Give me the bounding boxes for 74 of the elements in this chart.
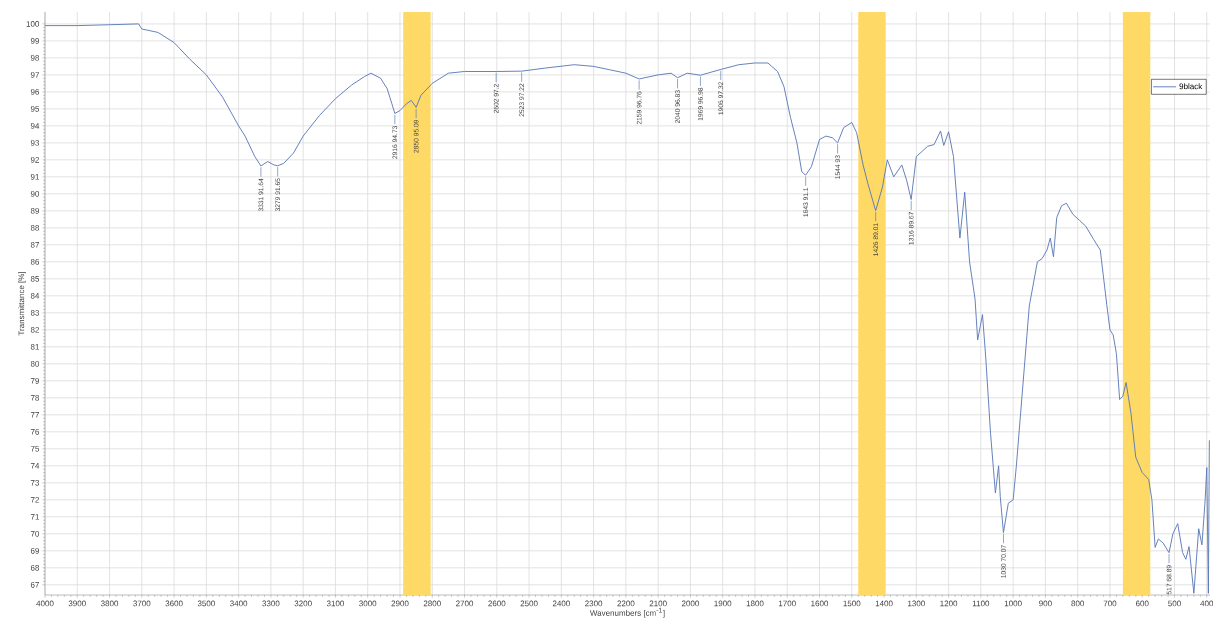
y-tick-label: 67 <box>30 581 39 588</box>
y-tick-label: 70 <box>30 530 40 537</box>
y-tick-label: 96 <box>30 89 40 95</box>
y-tick-label: 91 <box>30 174 39 180</box>
y-tick-label: 85 <box>30 276 40 282</box>
x-tick-label: 2300 <box>585 600 603 607</box>
y-tick-label: 90 <box>30 191 40 197</box>
x-tick-label: 3200 <box>294 600 312 607</box>
y-tick-label: 76 <box>30 429 40 435</box>
x-tick-label: 3800 <box>100 600 119 607</box>
x-tick-label: 2600 <box>488 600 506 607</box>
y-tick-label: 69 <box>30 547 40 554</box>
y-tick-label: 93 <box>30 140 40 146</box>
y-tick-label: 81 <box>30 344 39 350</box>
x-tick-label: 3500 <box>197 600 215 607</box>
x-tick-label: 3000 <box>359 600 377 607</box>
x-tick-label: 1600 <box>811 600 829 607</box>
legend-label: 9black <box>1179 83 1203 90</box>
x-tick-label: 4000 <box>36 600 54 607</box>
x-axis-title: Wavenumbers [cm$^{-1}$] <box>589 607 665 618</box>
x-tick-label: 3300 <box>262 600 280 607</box>
x-tick-label: 400 <box>1200 600 1213 607</box>
x-tick-label: 3400 <box>230 600 248 607</box>
x-tick-label: 1000 <box>1004 600 1022 607</box>
x-tick-label: 3100 <box>326 600 345 607</box>
y-tick-label: 73 <box>30 479 40 486</box>
y-tick-label: 82 <box>30 327 39 333</box>
y-tick-label: 84 <box>30 293 40 299</box>
y-tick-label: 87 <box>30 242 39 248</box>
y-tick-label: 97 <box>30 72 39 78</box>
x-tick-label: 800 <box>1071 600 1085 607</box>
x-tick-label: 1700 <box>778 600 796 607</box>
y-tick-label: 99 <box>30 38 40 44</box>
y-tick-label: 92 <box>30 157 39 163</box>
x-tick-label: 1300 <box>908 600 925 607</box>
y-tick-label: 100 <box>26 21 40 27</box>
x-tick-label: 2700 <box>456 600 474 607</box>
x-tick-label: 2400 <box>552 600 570 607</box>
x-tick-label: 2800 <box>423 600 441 607</box>
y-tick-label: 72 <box>30 497 39 503</box>
y-tick-label: 77 <box>30 412 39 418</box>
x-tick-label: 900 <box>1039 600 1052 607</box>
x-tick-label: 3600 <box>165 600 183 607</box>
y-tick-label: 71 <box>30 514 39 520</box>
x-tick-label: 700 <box>1103 600 1117 607</box>
y-tick-label: 83 <box>30 310 40 316</box>
x-tick-label: 2200 <box>617 600 635 607</box>
y-tick-label: 95 <box>30 106 40 112</box>
y-tick-label: 86 <box>30 259 40 265</box>
y-tick-label: 80 <box>30 361 40 367</box>
x-tick-label: 1200 <box>940 600 958 607</box>
x-tick-label: 1400 <box>875 600 893 607</box>
y-tick-label: 68 <box>30 564 40 571</box>
x-tick-label: 1900 <box>714 600 732 607</box>
y-tick-label: 98 <box>30 55 40 61</box>
x-tick-label: 2500 <box>520 600 538 607</box>
x-tick-label: 1800 <box>746 600 764 607</box>
y-axis-title: Transmittance [%] <box>18 271 26 336</box>
x-tick-label: 2000 <box>681 600 700 607</box>
y-tick-label: 89 <box>30 208 40 214</box>
y-tick-label: 94 <box>30 123 40 129</box>
x-tick-label: 3900 <box>68 600 86 607</box>
x-tick-label: 1100 <box>972 600 990 607</box>
y-tick-label: 78 <box>30 395 40 401</box>
x-tick-label: 1500 <box>843 600 861 607</box>
x-tick-label: 3700 <box>133 600 151 607</box>
y-tick-label: 88 <box>30 225 40 231</box>
y-tick-label: 79 <box>30 378 40 384</box>
x-tick-label: 2900 <box>391 600 409 607</box>
x-tick-label: 500 <box>1168 600 1181 607</box>
y-tick-label: 74 <box>30 463 40 469</box>
x-tick-label: 2100 <box>649 600 667 607</box>
y-tick-label: 75 <box>30 446 40 452</box>
x-tick-label: 600 <box>1135 600 1149 607</box>
